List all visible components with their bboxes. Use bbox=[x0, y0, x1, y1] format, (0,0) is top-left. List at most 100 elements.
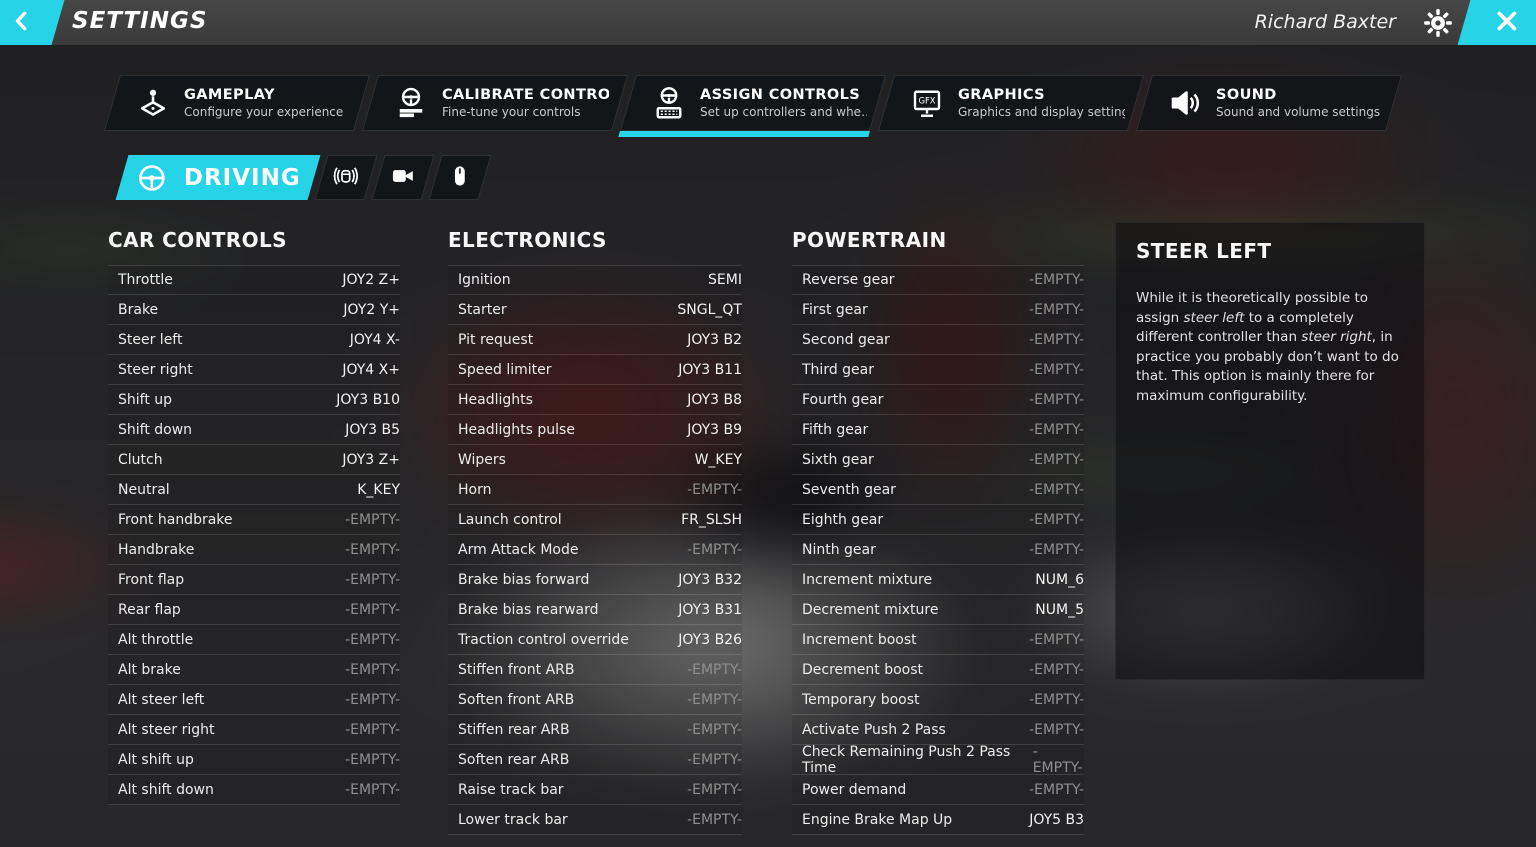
assign-wheel-icon bbox=[651, 85, 687, 121]
binding-row[interactable]: Third gear -EMPTY- bbox=[792, 355, 1084, 385]
calibrate-wheel-icon bbox=[393, 85, 429, 121]
binding-row[interactable]: Shift up JOY3 B10 bbox=[108, 385, 400, 415]
top-bar: SETTINGS Richard Baxter bbox=[0, 0, 1536, 45]
steering-wheel-icon bbox=[136, 162, 168, 194]
binding-row[interactable]: Starter SNGL_QT bbox=[448, 295, 742, 325]
car-sensors-icon bbox=[332, 162, 360, 194]
joystick-icon bbox=[135, 85, 171, 121]
page-title: SETTINGS bbox=[72, 8, 208, 34]
column-electronics: ELECTRONICS Ignition SEMI Starter SNGL_Q… bbox=[448, 228, 742, 835]
binding-row[interactable]: Soften front ARB -EMPTY- bbox=[448, 685, 742, 715]
binding-info-panel: STEER LEFT While it is theoretically pos… bbox=[1115, 222, 1425, 680]
binding-row[interactable]: Temporary boost -EMPTY- bbox=[792, 685, 1084, 715]
main-tab-bar: GAMEPLAY Configure your experience CALIB… bbox=[103, 75, 1403, 131]
tab-assign-controls[interactable]: ASSIGN CONTROLS Set up controllers and w… bbox=[619, 75, 887, 131]
mouse-icon bbox=[446, 162, 474, 194]
binding-row[interactable]: Brake bias forward JOY3 B32 bbox=[448, 565, 742, 595]
binding-row[interactable]: Fifth gear -EMPTY- bbox=[792, 415, 1084, 445]
binding-row[interactable]: Arm Attack Mode -EMPTY- bbox=[448, 535, 742, 565]
binding-row[interactable]: Wipers W_KEY bbox=[448, 445, 742, 475]
binding-row[interactable]: Clutch JOY3 Z+ bbox=[108, 445, 400, 475]
info-panel-description: While it is theoretically possible to as… bbox=[1136, 289, 1404, 406]
close-icon bbox=[1494, 8, 1520, 38]
binding-row[interactable]: Handbrake -EMPTY- bbox=[108, 535, 400, 565]
back-chevron-icon bbox=[9, 8, 35, 38]
column-title: ELECTRONICS bbox=[448, 228, 607, 252]
binding-row[interactable]: Alt throttle -EMPTY- bbox=[108, 625, 400, 655]
binding-row[interactable]: Fourth gear -EMPTY- bbox=[792, 385, 1084, 415]
binding-row[interactable]: Alt shift down -EMPTY- bbox=[108, 775, 400, 805]
subtab-driving-label: DRIVING bbox=[184, 164, 301, 191]
binding-row[interactable]: Horn -EMPTY- bbox=[448, 475, 742, 505]
binding-row[interactable]: Rear flap -EMPTY- bbox=[108, 595, 400, 625]
binding-row[interactable]: Check Remaining Push 2 Pass Time -EMPTY- bbox=[792, 744, 1084, 776]
tab-sound[interactable]: SOUND Sound and volume settings bbox=[1135, 75, 1403, 131]
binding-row[interactable]: Pit request JOY3 B2 bbox=[448, 325, 742, 355]
tab-gameplay[interactable]: GAMEPLAY Configure your experience bbox=[103, 75, 371, 131]
column-title: POWERTRAIN bbox=[792, 228, 947, 252]
binding-row[interactable]: Alt shift up -EMPTY- bbox=[108, 745, 400, 775]
back-button[interactable] bbox=[0, 0, 65, 45]
close-button[interactable] bbox=[1457, 0, 1536, 45]
binding-row[interactable]: Headlights pulse JOY3 B9 bbox=[448, 415, 742, 445]
binding-row[interactable]: Alt steer right -EMPTY- bbox=[108, 715, 400, 745]
binding-row[interactable]: First gear -EMPTY- bbox=[792, 295, 1084, 325]
info-text-italic-run: steer right bbox=[1301, 329, 1372, 346]
binding-row[interactable]: Engine Brake Map Up JOY5 B3 bbox=[792, 805, 1084, 835]
binding-row[interactable]: Decrement boost -EMPTY- bbox=[792, 655, 1084, 685]
binding-row[interactable]: Front flap -EMPTY- bbox=[108, 565, 400, 595]
gear-icon[interactable] bbox=[1422, 7, 1454, 39]
binding-row[interactable]: Headlights JOY3 B8 bbox=[448, 385, 742, 415]
info-panel-title: STEER LEFT bbox=[1136, 239, 1272, 263]
subtab-driving[interactable]: DRIVING bbox=[115, 155, 321, 200]
subtab-mouse[interactable] bbox=[428, 155, 492, 200]
binding-row[interactable]: Sixth gear -EMPTY- bbox=[792, 445, 1084, 475]
binding-row[interactable]: Brake JOY2 Y+ bbox=[108, 295, 400, 325]
binding-row[interactable]: Ignition SEMI bbox=[448, 265, 742, 295]
binding-row[interactable]: Neutral K_KEY bbox=[108, 475, 400, 505]
binding-row[interactable]: Alt steer left -EMPTY- bbox=[108, 685, 400, 715]
binding-row[interactable]: Seventh gear -EMPTY- bbox=[792, 475, 1084, 505]
binding-row[interactable]: Front handbrake -EMPTY- bbox=[108, 505, 400, 535]
column-title: CAR CONTROLS bbox=[108, 228, 287, 252]
tab-graphics[interactable]: GFX GRAPHICS Graphics and display settin… bbox=[877, 75, 1145, 131]
sub-tab-bar: DRIVING bbox=[115, 155, 492, 200]
binding-row[interactable]: Increment mixture NUM_6 bbox=[792, 565, 1084, 595]
binding-row[interactable]: Lower track bar -EMPTY- bbox=[448, 805, 742, 835]
binding-row[interactable]: Traction control override JOY3 B26 bbox=[448, 625, 742, 655]
binding-row[interactable]: Shift down JOY3 B5 bbox=[108, 415, 400, 445]
tab-calibrate-controls[interactable]: CALIBRATE CONTROLS Fine-tune your contro… bbox=[361, 75, 629, 131]
info-text-run: While it is theoretically possible to as… bbox=[1136, 290, 1369, 326]
info-text-run: to a completely different controller tha… bbox=[1136, 309, 1354, 346]
column-car-controls: CAR CONTROLS Throttle JOY2 Z+ Brake JOY2… bbox=[108, 228, 400, 805]
binding-row[interactable]: Ninth gear -EMPTY- bbox=[792, 535, 1084, 565]
binding-row[interactable]: Stiffen rear ARB -EMPTY- bbox=[448, 715, 742, 745]
binding-row[interactable]: Steer left JOY4 X- bbox=[108, 325, 400, 355]
speaker-icon bbox=[1167, 85, 1203, 121]
camera-icon bbox=[389, 162, 417, 194]
subtab-camera[interactable] bbox=[371, 155, 435, 200]
binding-row[interactable]: Eighth gear -EMPTY- bbox=[792, 505, 1084, 535]
binding-row[interactable]: Decrement mixture NUM_5 bbox=[792, 595, 1084, 625]
binding-row[interactable]: Speed limiter JOY3 B11 bbox=[448, 355, 742, 385]
binding-row[interactable]: Second gear -EMPTY- bbox=[792, 325, 1084, 355]
binding-row[interactable]: Alt brake -EMPTY- bbox=[108, 655, 400, 685]
binding-row[interactable]: Soften rear ARB -EMPTY- bbox=[448, 745, 742, 775]
binding-row[interactable]: Steer right JOY4 X+ bbox=[108, 355, 400, 385]
binding-row[interactable]: Throttle JOY2 Z+ bbox=[108, 265, 400, 295]
svg-text:GFX: GFX bbox=[918, 96, 935, 106]
info-text-italic-run: steer left bbox=[1183, 309, 1245, 326]
binding-row[interactable]: Power demand -EMPTY- bbox=[792, 775, 1084, 805]
binding-row[interactable]: Launch control FR_SLSH bbox=[448, 505, 742, 535]
binding-row[interactable]: Brake bias rearward JOY3 B31 bbox=[448, 595, 742, 625]
user-name: Richard Baxter bbox=[1254, 11, 1396, 33]
subtab-vehicle[interactable] bbox=[314, 155, 378, 200]
binding-row[interactable]: Reverse gear -EMPTY- bbox=[792, 265, 1084, 295]
column-powertrain: POWERTRAIN Reverse gear -EMPTY- First ge… bbox=[792, 228, 1084, 835]
info-text-run: , in practice you probably don’t want to… bbox=[1136, 329, 1399, 404]
binding-row[interactable]: Stiffen front ARB -EMPTY- bbox=[448, 655, 742, 685]
binding-row[interactable]: Increment boost -EMPTY- bbox=[792, 625, 1084, 655]
binding-row[interactable]: Activate Push 2 Pass -EMPTY- bbox=[792, 715, 1084, 745]
binding-row[interactable]: Raise track bar -EMPTY- bbox=[448, 775, 742, 805]
